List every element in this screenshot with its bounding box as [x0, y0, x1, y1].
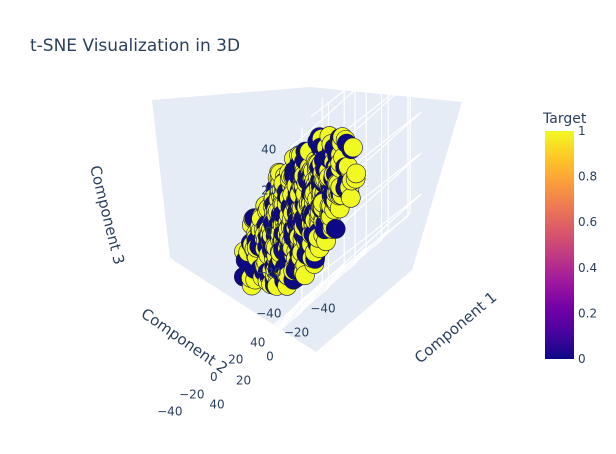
scatter-points [234, 126, 367, 296]
z-tick-label: 40 [261, 143, 276, 157]
data-point [343, 137, 363, 158]
chart-title: t-SNE Visualization in 3D [30, 36, 240, 56]
x-tick-label: 20 [236, 373, 251, 387]
colorbar-tick-label: 1 [578, 124, 586, 138]
colorbar-tick-label: 0.6 [578, 215, 597, 229]
wall-grid-line [310, 193, 422, 281]
z-axis-title: Component 3 [86, 164, 128, 267]
x-axis-title: Component 1 [411, 288, 500, 367]
colorbar-tick-label: 0.2 [578, 306, 597, 320]
wall-grid-line [288, 29, 422, 150]
colorbar-gradient [545, 131, 574, 359]
z-tick-label: −20 [256, 266, 281, 280]
data-point [346, 163, 367, 184]
y-tick-label: −20 [179, 387, 204, 401]
colorbar-ticks: 0 0.2 0.4 0.6 0.8 1 [578, 124, 597, 366]
floor-grid-line [244, 263, 356, 351]
colorbar-tick-label: 0 [578, 352, 586, 366]
floor-grid-line [218, 287, 329, 375]
plot-scene[interactable] [152, 28, 462, 403]
y-axis-title: Component 2 [138, 305, 231, 378]
colorbar-tick-label: 0.4 [578, 261, 597, 275]
colorbar-tick-label: 0.8 [578, 170, 597, 184]
colorbar: Target 0 0.2 0.4 0.6 0.8 1 [542, 111, 597, 366]
y-tick-label: 40 [250, 335, 265, 349]
y-tick-label: 0 [210, 370, 218, 384]
colorbar-title: Target [542, 111, 587, 127]
y-tick-label: 20 [228, 353, 243, 367]
floor-grid-line [191, 311, 303, 399]
z-tick-label: 20 [261, 184, 276, 198]
wall-grid-line [288, 193, 422, 314]
x-tick-label: −40 [310, 302, 335, 316]
data-point [340, 188, 361, 208]
floor-grid-line [277, 212, 411, 333]
x-tick-label: −20 [284, 326, 309, 340]
z-tick-label: −40 [256, 307, 281, 321]
z-tick-label: 0 [265, 225, 273, 239]
x-tick-label: 0 [266, 350, 274, 364]
wall-grid-line [310, 29, 422, 117]
data-point [325, 219, 346, 239]
x-tick-label: 40 [209, 397, 224, 411]
floor-grid-line [255, 229, 389, 351]
floor-plane [170, 258, 412, 352]
y-tick-label: −40 [157, 405, 182, 419]
